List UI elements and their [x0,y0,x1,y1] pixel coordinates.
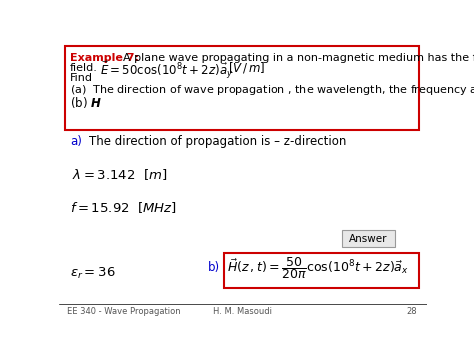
Text: b): b) [208,261,220,273]
Text: $[V\,/\,m]$: $[V\,/\,m]$ [228,60,265,75]
Text: $\lambda = 3.142$  $\left[m\right]$: $\lambda = 3.142$ $\left[m\right]$ [72,167,167,182]
Text: $\varepsilon_r = 36$: $\varepsilon_r = 36$ [70,266,116,281]
Text: 28: 28 [407,307,417,316]
Text: $\vec{E} = 50\cos(10^8 t + 2z)\vec{a}_y$: $\vec{E} = 50\cos(10^8 t + 2z)\vec{a}_y$ [100,60,233,81]
FancyBboxPatch shape [224,253,419,288]
Text: Find: Find [70,73,93,83]
Text: (a)  The direction of wave propagation , the wavelength, the frequency and $\var: (a) The direction of wave propagation , … [70,83,474,97]
Text: The direction of propagation is – z-direction: The direction of propagation is – z-dire… [89,135,346,148]
Text: (b) $\boldsymbol{H}$: (b) $\boldsymbol{H}$ [70,95,102,110]
Text: EE 340 - Wave Propagation: EE 340 - Wave Propagation [67,307,181,316]
FancyBboxPatch shape [342,230,395,247]
Text: H. M. Masoudi: H. M. Masoudi [213,307,273,316]
FancyBboxPatch shape [65,47,419,130]
Text: A plane wave propagating in a non-magnetic medium has the following electric: A plane wave propagating in a non-magnet… [123,53,474,62]
Text: field.: field. [70,64,98,73]
Text: Answer: Answer [349,234,388,244]
Text: $f = 15.92$  $\left[MHz\right]$: $f = 15.92$ $\left[MHz\right]$ [70,201,177,215]
Text: Example 7:: Example 7: [70,53,139,62]
Text: a): a) [70,135,82,148]
Text: $\vec{H}(z\,,t) = \dfrac{50}{20\pi}\cos\!\left(10^8 t + 2z\right)\vec{a}_x$: $\vec{H}(z\,,t) = \dfrac{50}{20\pi}\cos\… [227,255,409,281]
